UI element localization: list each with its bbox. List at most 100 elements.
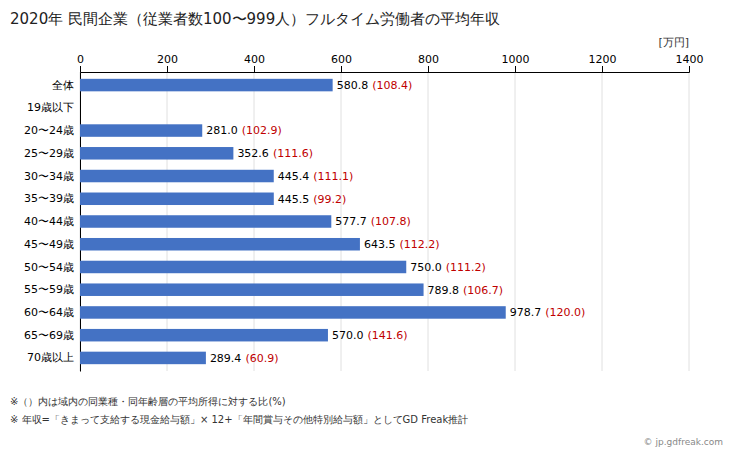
notes: ※（）内は域内の同業種・同年齢層の平均所得に対する比(%) ※ 年収=「きまって支… — [10, 396, 468, 425]
bar — [80, 102, 81, 115]
ratio-label: (111.1) — [313, 170, 353, 183]
ratio-label: (107.8) — [371, 215, 411, 228]
value-label: 281.0 — [206, 124, 238, 137]
y-tick-label: 20〜24歳 — [24, 124, 74, 137]
ratio-label: (141.6) — [367, 329, 407, 342]
x-tick: 600 — [331, 53, 352, 72]
bar — [80, 170, 274, 183]
bar — [80, 79, 333, 92]
x-tick-label: 1000 — [502, 53, 530, 66]
x-tick: 0 — [77, 53, 84, 72]
ratio-label: (106.7) — [463, 284, 503, 297]
value-label: 570.0 — [332, 329, 364, 342]
grid — [80, 72, 689, 371]
y-tick: 60〜64歳 — [24, 306, 74, 319]
y-tick: 20〜24歳 — [24, 124, 74, 137]
y-tick-label: 60〜64歳 — [24, 306, 74, 319]
y-tick: 45〜49歳 — [24, 238, 74, 251]
x-tick: 400 — [244, 53, 265, 72]
y-tick-label: 40〜44歳 — [24, 215, 74, 228]
x-tick-mark — [428, 66, 429, 72]
y-tick: 19歳以下 — [27, 101, 74, 114]
ratio-label: (120.0) — [545, 306, 585, 319]
grid-line — [428, 72, 429, 371]
bar — [80, 261, 406, 274]
ratio-label: (99.2) — [313, 193, 346, 206]
grid-line — [689, 72, 690, 371]
x-tick-mark — [80, 66, 81, 72]
y-tick-label: 全体 — [52, 79, 74, 92]
y-tick: 35〜39歳 — [24, 192, 74, 205]
y-tick-label: 70歳以上 — [27, 351, 74, 364]
ratio-label: (102.9) — [242, 124, 282, 137]
value-label: 577.7 — [335, 215, 367, 228]
x-tick: 1400 — [676, 53, 704, 72]
y-axis: 全体 19歳以下 20〜24歳 25〜29歳 30〜34歳 35〜39歳 40〜44歳 45〜… — [24, 73, 81, 372]
x-tick-label: 600 — [331, 53, 352, 66]
source: © jp.gdfreak.com — [644, 437, 723, 447]
grid-line — [515, 72, 516, 371]
y-tick-label: 65〜69歳 — [24, 329, 74, 342]
ratio-label: (108.4) — [372, 79, 412, 92]
x-axis-line — [81, 66, 690, 73]
bar — [80, 352, 206, 365]
y-tick-label: 19歳以下 — [27, 101, 74, 114]
ratio-label: (112.2) — [399, 238, 439, 251]
y-tick: 65〜69歳 — [24, 329, 74, 342]
value-label: 978.7 — [510, 306, 542, 319]
x-tick-label: 0 — [77, 53, 84, 66]
x-tick-label: 1400 — [676, 53, 704, 66]
ratio-label: (111.2) — [446, 261, 486, 274]
y-tick: 50〜54歳 — [24, 260, 74, 273]
x-tick: 1000 — [502, 53, 530, 72]
value-label: 445.5 — [278, 193, 310, 206]
y-tick: 25〜29歳 — [24, 147, 74, 160]
bar — [80, 329, 328, 342]
x-tick-mark — [167, 66, 168, 72]
bar — [80, 215, 331, 228]
y-tick-label: 45〜49歳 — [24, 238, 74, 251]
y-tick-label: 30〜34歳 — [24, 170, 74, 183]
y-tick-label: 25〜29歳 — [24, 147, 74, 160]
x-axis-label: [万円] — [658, 36, 689, 49]
bar — [80, 283, 424, 296]
y-tick: 70歳以上 — [27, 351, 74, 364]
bar — [80, 238, 360, 251]
chart: 2020年 民間企業（従業者数100〜999人）フルタイム労働者の平均年収 0 20… — [0, 0, 729, 451]
y-tick-label: 55〜59歳 — [24, 283, 74, 296]
x-tick-mark — [602, 66, 603, 72]
y-tick-label: 35〜39歳 — [24, 192, 74, 205]
x-tick-mark — [341, 66, 342, 72]
bars — [80, 79, 506, 364]
title: 2020年 民間企業（従業者数100〜999人）フルタイム労働者の平均年収 — [10, 10, 500, 28]
x-tick-label: 400 — [244, 53, 265, 66]
x-tick-mark — [254, 66, 255, 72]
ratio-label: (111.6) — [273, 147, 313, 160]
x-axis: 0 200 400 600 800 1000 1200 1400 — [77, 53, 704, 73]
bar — [80, 306, 506, 319]
value-label: 789.8 — [428, 284, 460, 297]
value-label: 445.4 — [278, 170, 310, 183]
grid-line — [602, 72, 603, 371]
ratio-label: (60.9) — [245, 352, 278, 365]
y-tick: 55〜59歳 — [24, 283, 74, 296]
x-tick: 1200 — [589, 53, 617, 72]
bar — [80, 193, 274, 206]
note: ※ 年収=「きまって支給する現金給与額」× 12+「年間賞与その他特別給与額」と… — [10, 414, 468, 425]
value-label: 750.0 — [410, 261, 442, 274]
x-tick: 800 — [418, 53, 439, 72]
y-tick-label: 50〜54歳 — [24, 260, 74, 273]
data-labels: 580.8(108.4) 281.0 (102.9) 352.6 (111.6) 445.… — [206, 79, 585, 365]
note: ※（）内は域内の同業種・同年齢層の平均所得に対する比(%) — [10, 396, 286, 407]
y-tick: 30〜34歳 — [24, 170, 74, 183]
x-tick-label: 800 — [418, 53, 439, 66]
value-label: 352.6 — [237, 147, 268, 160]
bar — [80, 124, 202, 137]
y-tick: 全体 — [52, 79, 74, 92]
x-tick-mark — [515, 66, 516, 72]
x-tick-label: 200 — [157, 53, 178, 66]
x-tick-mark — [689, 66, 690, 72]
value-label: 289.4 — [210, 352, 242, 365]
value-label: 580.8 — [337, 79, 369, 92]
x-tick-label: 1200 — [589, 53, 617, 66]
